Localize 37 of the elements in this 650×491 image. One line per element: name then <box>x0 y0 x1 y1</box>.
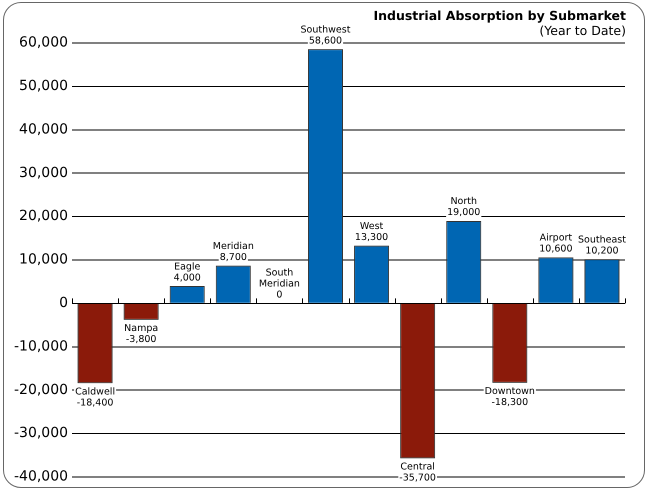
y-tick-label: -30,000 <box>14 425 68 442</box>
x-tick-label: Downtown <box>484 386 535 398</box>
y-tick-label: 40,000 <box>19 121 68 138</box>
chart-subtitle: (Year to Date) <box>538 23 626 38</box>
data-label: -35,700 <box>399 472 436 484</box>
x-tick-label: Nampa <box>124 323 158 334</box>
y-tick-label: -40,000 <box>14 468 68 485</box>
data-label: 19,000 <box>447 207 480 218</box>
data-label: -18,300 <box>491 397 528 408</box>
x-tick-label: North <box>450 196 478 208</box>
x-tick-label: Eagle <box>174 261 201 272</box>
chart-title: Industrial Absorption by Submarket <box>373 8 626 23</box>
data-label: 4,000 <box>174 272 201 284</box>
data-label: 10,600 <box>539 244 573 255</box>
data-label: 13,300 <box>354 232 388 243</box>
x-tick-label: Central <box>400 462 435 473</box>
y-tick-label: 60,000 <box>19 34 68 51</box>
y-tick-label: 0 <box>59 295 68 312</box>
x-tick-label: West <box>360 220 384 232</box>
y-tick-label: -20,000 <box>14 382 68 398</box>
data-label: -3,800 <box>126 334 156 346</box>
x-tick-label: Southeast <box>578 234 626 246</box>
y-tick-label: 30,000 <box>19 164 68 181</box>
data-label: 0 <box>276 290 282 301</box>
x-tick-label: Caldwell <box>75 386 116 398</box>
data-label: 8,700 <box>220 252 247 263</box>
y-tick-label: -10,000 <box>14 338 68 354</box>
data-label: 58,600 <box>308 35 342 46</box>
y-tick-label: 20,000 <box>19 208 68 224</box>
y-tick-label: 50,000 <box>19 78 68 94</box>
x-tick-label: Meridian <box>212 240 254 252</box>
x-tick-label: South Meridian <box>258 268 300 290</box>
data-label: -18,400 <box>76 397 114 408</box>
y-tick-label: 10,000 <box>19 252 68 268</box>
data-label: 10,200 <box>585 245 619 256</box>
x-tick-label: Airport <box>540 232 572 244</box>
x-tick-label: Southwest <box>300 24 351 36</box>
